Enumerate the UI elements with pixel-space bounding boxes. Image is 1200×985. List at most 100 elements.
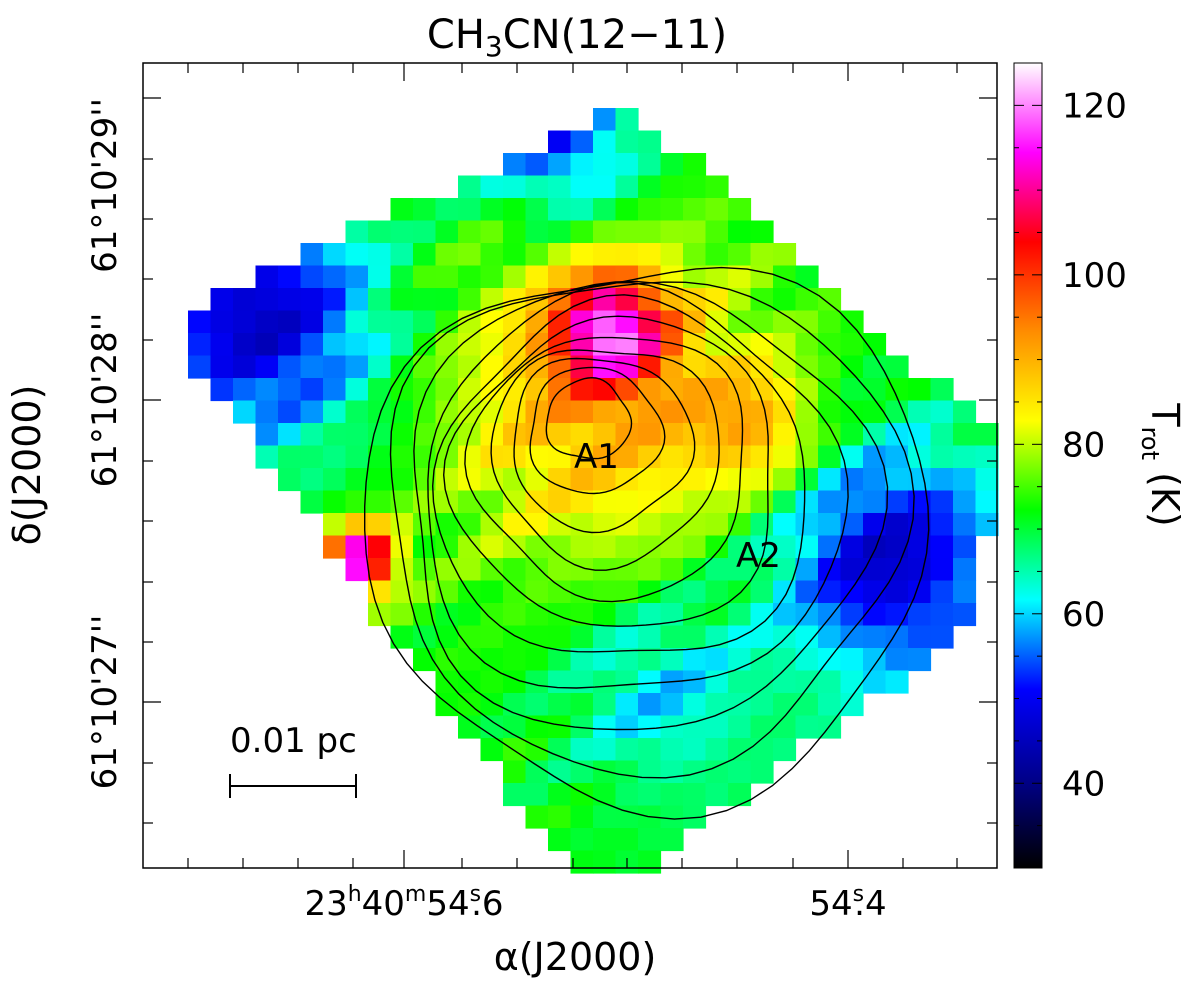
heatmap-pixel — [458, 445, 482, 469]
heatmap-pixel — [750, 333, 774, 357]
heatmap-pixel — [458, 220, 482, 244]
heatmap-pixel — [930, 625, 954, 649]
heatmap-pixel — [638, 535, 662, 559]
heatmap-pixel — [683, 648, 707, 672]
heatmap-pixel — [435, 243, 459, 267]
heatmap-pixel — [480, 378, 504, 402]
x-tick-label: 54s.4 — [809, 882, 886, 924]
heatmap-pixel — [885, 670, 909, 694]
heatmap-pixel — [548, 828, 572, 852]
heatmap-pixel — [323, 265, 347, 289]
heatmap-pixel — [863, 445, 887, 469]
heatmap-pixel — [323, 243, 347, 267]
heatmap-pixel — [525, 558, 549, 582]
heatmap-pixel — [863, 400, 887, 424]
heatmap-pixel — [660, 423, 684, 447]
heatmap-pixel — [593, 130, 617, 154]
heatmap-pixel — [773, 535, 797, 559]
heatmap-pixel — [728, 760, 752, 784]
heatmap-pixel — [638, 220, 662, 244]
heatmap-pixel — [615, 153, 639, 177]
heatmap-pixel — [435, 490, 459, 514]
heatmap-pixel — [615, 760, 639, 784]
y-tick-label: 61°10'27'' — [85, 615, 125, 790]
heatmap-pixel — [570, 243, 594, 267]
heatmap-pixel — [773, 648, 797, 672]
heatmap-pixel — [323, 310, 347, 334]
heatmap-pixel — [413, 535, 437, 559]
heatmap-pixel — [413, 423, 437, 447]
contour-lines — [364, 266, 930, 820]
heatmap-pixel — [638, 580, 662, 604]
heatmap-pixel — [638, 378, 662, 402]
heatmap-pixel — [638, 670, 662, 694]
heatmap-pixel — [255, 310, 279, 334]
heatmap-pixel — [233, 400, 257, 424]
heatmap-pixel — [435, 535, 459, 559]
heatmap-pixel — [548, 535, 572, 559]
heatmap-pixel — [705, 693, 729, 717]
heatmap-pixel — [593, 153, 617, 177]
heatmap-pixel — [548, 175, 572, 199]
heatmap-pixel — [615, 400, 639, 424]
heatmap-pixel — [773, 445, 797, 469]
heatmap-pixel — [660, 760, 684, 784]
heatmap-pixel — [390, 333, 414, 357]
heatmap-pixel — [728, 445, 752, 469]
heatmap-pixel — [458, 243, 482, 267]
heatmap-pixel — [390, 265, 414, 289]
heatmap-pixel — [435, 468, 459, 492]
heatmap-pixel — [278, 400, 302, 424]
heatmap-pixel — [615, 783, 639, 807]
heatmap-pixel — [503, 243, 527, 267]
heatmap-pixel — [413, 220, 437, 244]
heatmap-pixel — [525, 243, 549, 267]
chart-title: CH3CN(12−11) — [427, 12, 727, 63]
heatmap-pixel — [323, 445, 347, 469]
colorbar-tick-label: 60 — [1062, 595, 1105, 635]
heatmap-pixel — [233, 355, 257, 379]
heatmap-pixel — [480, 490, 504, 514]
heatmap-pixel — [368, 558, 392, 582]
heatmap-pixel — [885, 580, 909, 604]
heatmap-pixel — [930, 558, 954, 582]
heatmap-pixel — [795, 715, 819, 739]
heatmap-pixel — [683, 243, 707, 267]
heatmap-pixel — [818, 333, 842, 357]
heatmap-pixel — [548, 580, 572, 604]
heatmap-pixel — [660, 603, 684, 627]
heatmap-pixel — [975, 490, 999, 514]
heatmap-pixel — [345, 468, 369, 492]
heatmap-pixel — [638, 490, 662, 514]
heatmap-pixel — [750, 378, 774, 402]
heatmap-pixel — [525, 580, 549, 604]
heatmap-pixel — [593, 760, 617, 784]
heatmap-pixel — [570, 490, 594, 514]
heatmap-pixel — [345, 445, 369, 469]
colorbar-tick-label: 80 — [1062, 425, 1105, 465]
heatmap-pixel — [660, 513, 684, 537]
heatmap-pixel — [323, 378, 347, 402]
heatmap-pixel — [930, 400, 954, 424]
heatmap-pixel — [750, 220, 774, 244]
heatmap-pixel — [773, 310, 797, 334]
heatmap-pixel — [750, 738, 774, 762]
heatmap-pixel — [953, 400, 977, 424]
heatmap-pixel — [975, 468, 999, 492]
heatmap-pixel — [210, 333, 234, 357]
heatmap-pixel — [503, 198, 527, 222]
heatmap-pixel — [818, 603, 842, 627]
contour-line — [464, 336, 744, 603]
heatmap-pixel — [728, 535, 752, 559]
heatmap-pixel — [728, 715, 752, 739]
heatmap-pixel — [300, 400, 324, 424]
heatmap-pixel — [795, 580, 819, 604]
heatmap-pixel — [593, 108, 617, 132]
heatmap-pixel — [773, 670, 797, 694]
heatmap-pixel — [795, 490, 819, 514]
heatmap-pixel — [390, 513, 414, 537]
heatmap-pixel — [435, 355, 459, 379]
heatmap-pixel — [188, 355, 212, 379]
heatmap-pixel — [593, 603, 617, 627]
heatmap-pixel — [570, 220, 594, 244]
